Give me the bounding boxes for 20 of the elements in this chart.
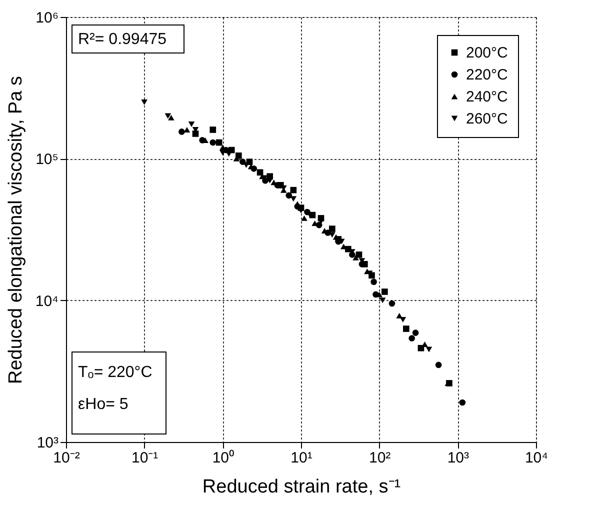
annotation: εHo= 5 xyxy=(78,396,128,413)
x-tick-label: 10³ xyxy=(447,450,470,466)
legend-label: 200°C xyxy=(466,44,508,62)
x-tick-label: 10⁰ xyxy=(212,450,234,466)
x-tick-label: 10¹ xyxy=(290,450,312,466)
y-axis-title: Reduced elongational viscosity, Pa s xyxy=(5,76,26,384)
legend-label: 220°C xyxy=(466,66,508,84)
annotation: Tₒ= 220°C xyxy=(78,364,152,381)
y-tick-label: 10³ xyxy=(36,434,58,452)
y-tick-label: 10⁵ xyxy=(36,151,58,168)
x-tick-label: 10² xyxy=(368,450,391,466)
y-tick-label: 10⁴ xyxy=(35,292,58,310)
x-tick-label: 10⁻¹ xyxy=(131,450,158,466)
annotation: R²= 0.99475 xyxy=(78,31,167,48)
x-tick-label: 10⁴ xyxy=(524,450,548,466)
x-tick-label: 10⁻² xyxy=(53,450,80,466)
y-tick-label: 10⁶ xyxy=(36,10,58,26)
x-axis-title: Reduced strain rate, s⁻¹ xyxy=(202,476,401,498)
legend-label: 260°C xyxy=(466,110,508,128)
legend-label: 240°C xyxy=(466,88,508,106)
